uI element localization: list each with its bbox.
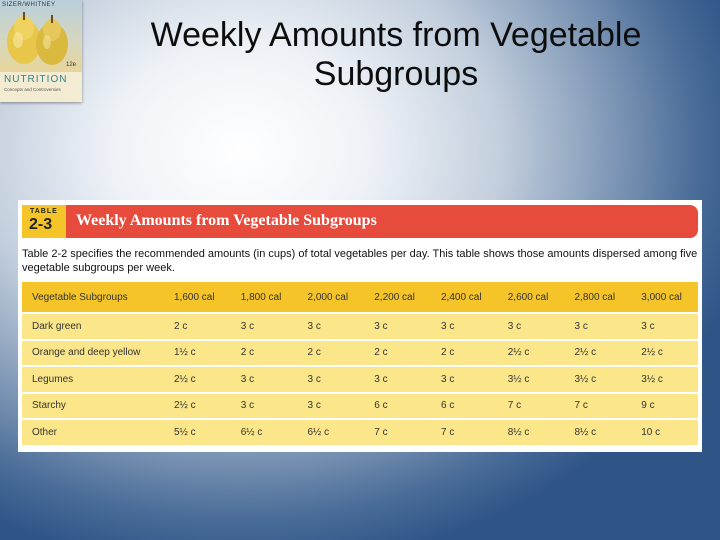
table-cell: 2½ c (164, 393, 231, 420)
slide-title: Weekly Amounts from Vegetable Subgroups (150, 16, 642, 93)
table-cell: 6 c (431, 393, 498, 420)
column-header: 1,800 cal (230, 282, 298, 314)
table-cell: 3 c (297, 393, 365, 420)
column-header: Vegetable Subgroups (22, 282, 164, 314)
table-cell: 3½ c (631, 367, 698, 394)
table-badge-number: 2-3 (29, 216, 53, 233)
row-label-cell: Other (22, 420, 164, 447)
column-header: 2,800 cal (564, 282, 632, 314)
table-cell: 2½ c (564, 340, 632, 367)
table-cell: 3½ c (564, 367, 632, 394)
table-header-row: Vegetable Subgroups 1,600 cal 1,800 cal 2,0… (22, 282, 698, 314)
table-cell: 3 c (431, 314, 498, 341)
book-cover-art: SIZER/WHITNEY 12e (0, 0, 82, 72)
table-badge-label: TABLE (30, 208, 58, 215)
row-label-cell: Legumes (22, 367, 164, 394)
table-cell: 3 c (230, 393, 298, 420)
table-cell: 7 c (431, 420, 498, 447)
table-cell: 3 c (297, 367, 365, 394)
table-cell: 3 c (497, 314, 565, 341)
column-header: 2,000 cal (297, 282, 365, 314)
column-header: 3,000 cal (631, 282, 698, 314)
table-cell: 9 c (631, 393, 698, 420)
table-cell: 7 c (364, 420, 431, 447)
row-label-cell: Dark green (22, 314, 164, 341)
book-authors: SIZER/WHITNEY (2, 2, 56, 8)
column-header: 2,400 cal (431, 282, 498, 314)
table-cell: 1½ c (164, 340, 231, 367)
table-cell: 3½ c (497, 367, 565, 394)
table-cell: 2 c (431, 340, 498, 367)
table-cell: 6½ c (230, 420, 298, 447)
table-cell: 10 c (631, 420, 698, 447)
table-cell: 6½ c (297, 420, 365, 447)
table-cell: 3 c (364, 367, 431, 394)
table-cell: 3 c (297, 314, 365, 341)
table-title: Weekly Amounts from Vegetable Subgroups (76, 212, 377, 229)
table-cell: 2 c (164, 314, 231, 341)
table-cell: 2 c (364, 340, 431, 367)
vegetable-subgroups-table: Vegetable Subgroups 1,600 cal 1,800 cal 2,0… (22, 282, 698, 447)
column-header: 1,600 cal (164, 282, 231, 314)
table-caption-bar (22, 205, 698, 238)
row-label-cell: Starchy (22, 393, 164, 420)
book-subtitle: Concepts and Controversies (4, 87, 61, 92)
table-cell: 2 c (230, 340, 298, 367)
table-cell: 3 c (364, 314, 431, 341)
pears-illustration (7, 12, 68, 65)
table-cell: 7 c (564, 393, 632, 420)
column-header: 2,200 cal (364, 282, 431, 314)
table-cell: 2½ c (497, 340, 565, 367)
table-cell: 7 c (497, 393, 565, 420)
table-cell: 3 c (631, 314, 698, 341)
table-cell: 3 c (230, 314, 298, 341)
table-cell: 6 c (364, 393, 431, 420)
book-cover-thumbnail: SIZER/WHITNEY 12e NUTRITION Concepts and… (0, 0, 82, 102)
table-cell: 2½ c (164, 367, 231, 394)
table-figure: TABLE 2-3 Weekly Amounts from Vegetable … (18, 200, 702, 452)
book-edition: 12e (66, 62, 77, 68)
table-cell: 3 c (431, 367, 498, 394)
row-label-cell: Orange and deep yellow (22, 340, 164, 367)
table-cell: 2½ c (631, 340, 698, 367)
table-badge: TABLE 2-3 (22, 205, 66, 238)
table-cell: 8½ c (564, 420, 632, 447)
book-title: NUTRITION (4, 74, 68, 85)
table-cell: 5½ c (164, 420, 231, 447)
table-cell: 8½ c (497, 420, 565, 447)
column-header: 2,600 cal (497, 282, 565, 314)
table-cell: 3 c (230, 367, 298, 394)
table-cell: 2 c (297, 340, 365, 367)
table-cell: 3 c (564, 314, 632, 341)
table-description: Table 2-2 specifies the recommended amou… (22, 248, 698, 274)
